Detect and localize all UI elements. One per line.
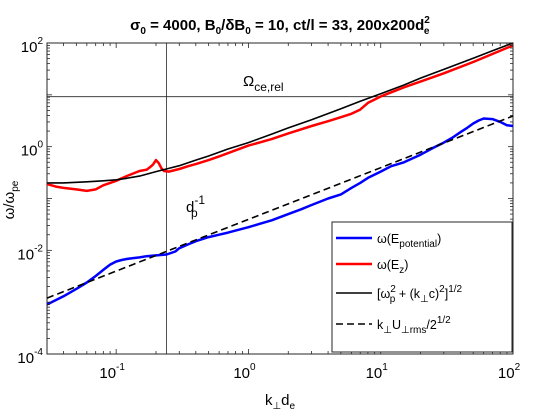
x-tick-labels: 10-1 100 101 102 <box>99 362 520 382</box>
plot-area <box>46 42 514 355</box>
y-tick-label: 10-4 <box>17 347 43 367</box>
x-axis-label: k⊥de <box>265 392 296 412</box>
legend-label-e-z: ω(Ez) <box>377 258 408 276</box>
legend-label-e-potential: ω(Epotential) <box>377 232 441 250</box>
legend-label-dispersion: [ω2 p + (k⊥c)2]1/2 <box>377 284 463 305</box>
y-tick-label: 10-2 <box>17 243 43 263</box>
series-urms <box>46 115 514 299</box>
series-e-z <box>46 44 514 193</box>
x-tick-label: 101 <box>366 362 389 382</box>
legend-box <box>331 221 513 353</box>
legend: ω(Epotential) ω(Ez) [ω2 p + (k⊥c)2]1/2 k⊥… <box>331 221 513 353</box>
y-tick-labels: 10-4 10-2 100 102 <box>17 36 43 367</box>
omega-ce-rel-label: Ωce,rel <box>243 73 284 94</box>
y-tick-label: 100 <box>21 140 44 160</box>
series-dispersion <box>47 42 514 184</box>
legend-label-urms: k⊥U⊥rms/21/2 <box>377 315 451 336</box>
y-axis-label: ω/ωpe <box>1 180 21 219</box>
y-tick-label: 102 <box>21 36 44 56</box>
dp-inverse-label: d-1 p <box>186 193 205 220</box>
x-tick-label: 102 <box>498 362 521 382</box>
reference-lines <box>47 43 513 354</box>
chart-title: σ0 = 4000, B0/δB0 = 10, ct/l = 33, 200x2… <box>130 15 430 37</box>
x-tick-label: 100 <box>233 362 256 382</box>
series-e-potential <box>46 117 514 306</box>
series-layer <box>46 42 514 306</box>
x-tick-label: 10-1 <box>99 362 125 382</box>
